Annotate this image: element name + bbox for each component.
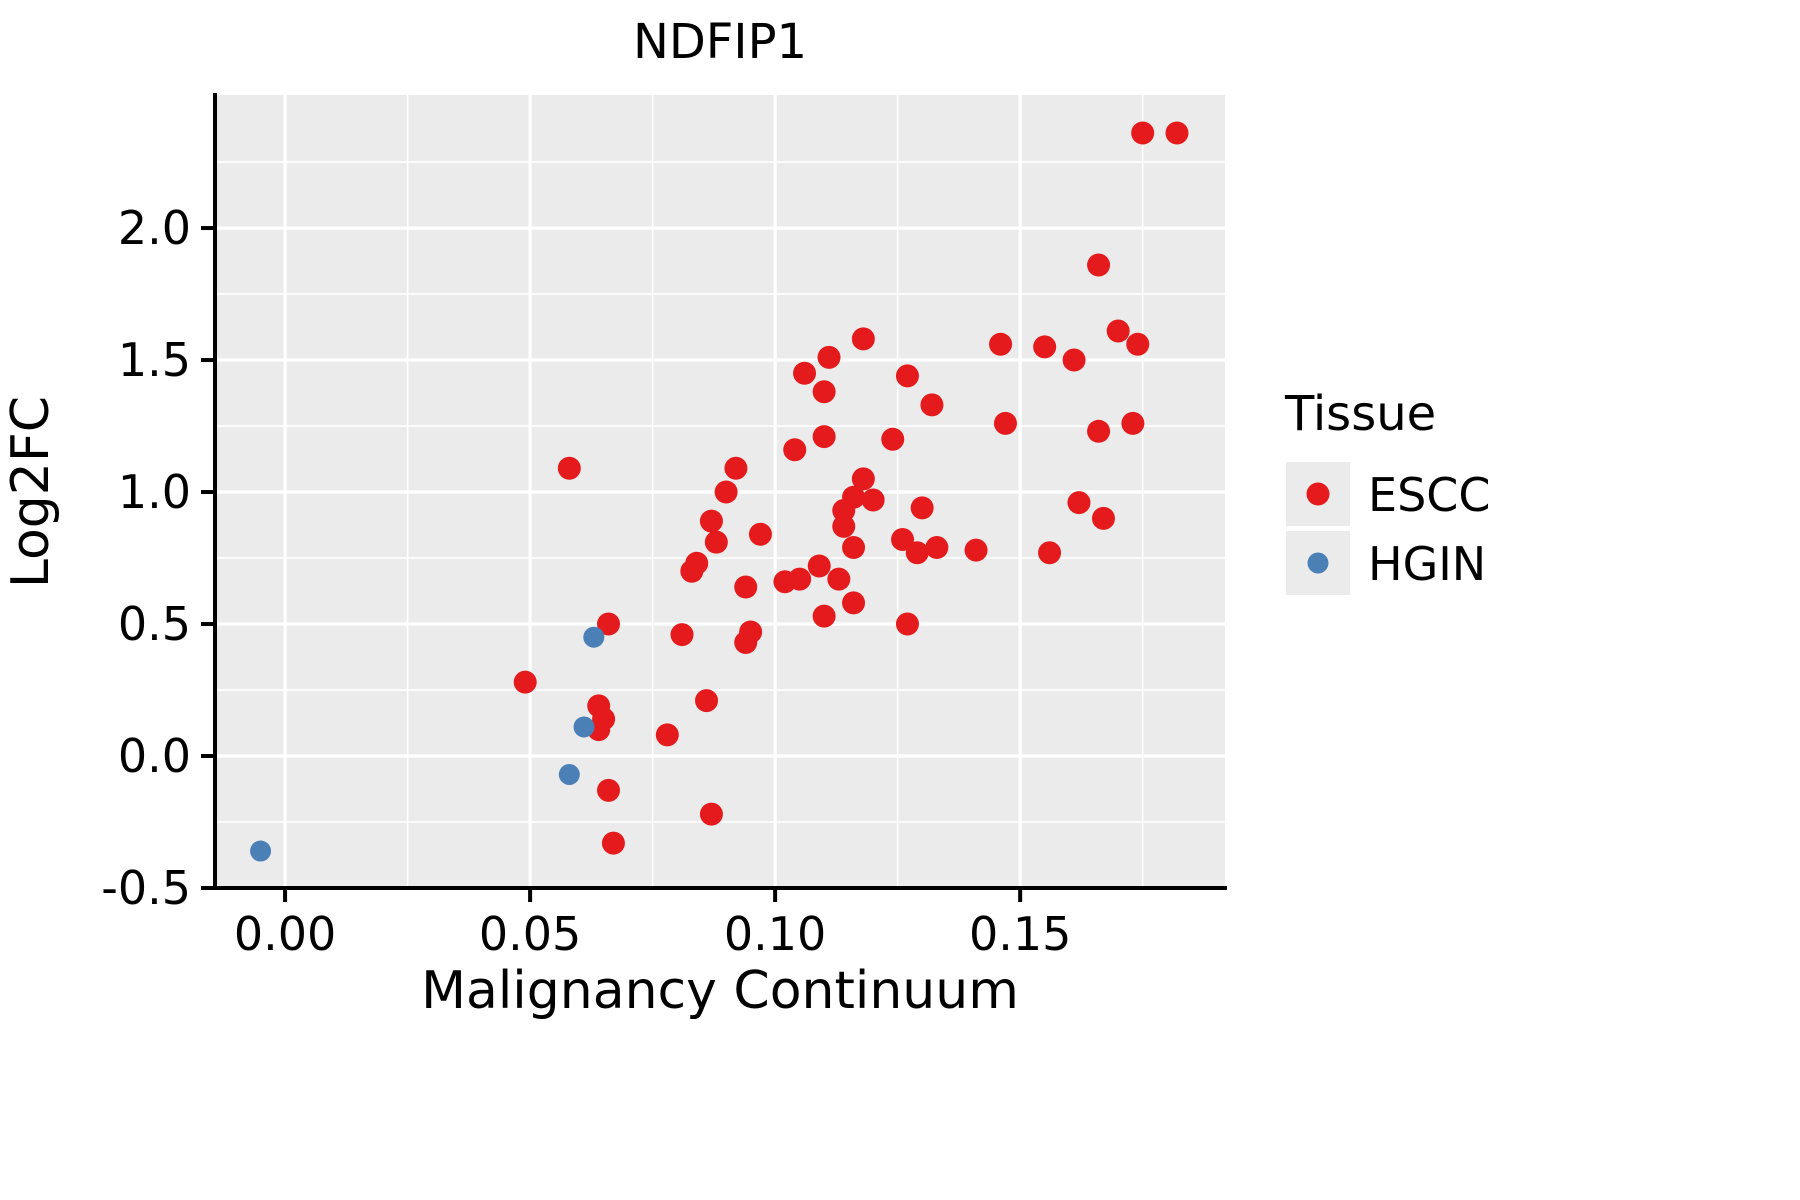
x-axis-label: Malignancy Continuum xyxy=(421,961,1019,1021)
point-HGIN xyxy=(583,626,605,648)
y-tick-label: 1.5 xyxy=(118,333,191,387)
y-tick-label: 2.0 xyxy=(118,201,191,255)
point-ESCC xyxy=(817,345,841,369)
legend-marker-HGIN xyxy=(1307,552,1329,574)
point-HGIN xyxy=(558,763,580,785)
point-ESCC xyxy=(783,438,807,462)
point-ESCC xyxy=(1062,348,1086,372)
legend: ESCC HGIN xyxy=(1286,462,1491,595)
point-ESCC xyxy=(1091,506,1115,530)
legend-title: Tissue xyxy=(1284,386,1436,442)
point-ESCC xyxy=(842,535,866,559)
chart-title: NDFIP1 xyxy=(633,14,807,70)
plot-panel-layer xyxy=(215,95,1225,890)
data-points-layer xyxy=(250,121,1189,862)
x-tick-label: 0.10 xyxy=(724,907,826,961)
point-ESCC xyxy=(827,567,851,591)
point-ESCC xyxy=(1106,319,1130,343)
point-ESCC xyxy=(704,530,728,554)
y-tick-label: 0.5 xyxy=(118,597,191,651)
point-ESCC xyxy=(773,570,797,594)
point-ESCC xyxy=(748,522,772,546)
point-ESCC xyxy=(851,467,875,491)
point-ESCC xyxy=(891,528,915,552)
point-ESCC xyxy=(1033,335,1057,359)
point-ESCC xyxy=(895,364,919,388)
point-ESCC xyxy=(993,411,1017,435)
point-ESCC xyxy=(734,630,758,654)
point-ESCC xyxy=(1165,121,1189,145)
point-ESCC xyxy=(793,361,817,385)
point-ESCC xyxy=(1067,491,1091,515)
point-HGIN xyxy=(573,716,595,738)
point-ESCC xyxy=(895,612,919,636)
point-ESCC xyxy=(1087,253,1111,277)
point-ESCC xyxy=(832,514,856,538)
y-tick-label: 0.0 xyxy=(118,729,191,783)
legend-marker-ESCC xyxy=(1306,482,1330,506)
point-ESCC xyxy=(597,612,621,636)
point-ESCC xyxy=(812,425,836,449)
y-tick-label: -0.5 xyxy=(101,861,191,915)
point-ESCC xyxy=(925,535,949,559)
point-HGIN xyxy=(250,840,272,862)
point-ESCC xyxy=(513,670,537,694)
point-ESCC xyxy=(905,541,929,565)
point-ESCC xyxy=(964,538,988,562)
point-ESCC xyxy=(881,427,905,451)
y-tick-label: 1.0 xyxy=(118,465,191,519)
point-ESCC xyxy=(601,831,625,855)
point-ESCC xyxy=(734,575,758,599)
point-ESCC xyxy=(695,689,719,713)
point-ESCC xyxy=(807,554,831,578)
x-tick-label: 0.15 xyxy=(969,907,1071,961)
point-ESCC xyxy=(832,499,856,523)
point-ESCC xyxy=(989,332,1013,356)
point-ESCC xyxy=(714,480,738,504)
point-ESCC xyxy=(920,393,944,417)
point-ESCC xyxy=(851,327,875,351)
point-ESCC xyxy=(699,509,723,533)
x-tick-label: 0.05 xyxy=(479,907,581,961)
y-axis-label: Log2FC xyxy=(1,396,61,588)
axes-layer: 0.00 0.05 0.10 0.15 -0.5 0.0 0.5 1.0 1.5 2.0 xyxy=(101,93,1227,961)
legend-entry-label: HGIN xyxy=(1368,537,1486,591)
point-ESCC xyxy=(1038,541,1062,565)
point-ESCC xyxy=(699,802,723,826)
point-ESCC xyxy=(812,380,836,404)
point-ESCC xyxy=(812,604,836,628)
point-ESCC xyxy=(655,723,679,747)
legend-entry-label: ESCC xyxy=(1368,468,1491,522)
point-ESCC xyxy=(1131,121,1155,145)
point-ESCC xyxy=(557,456,581,480)
point-ESCC xyxy=(842,591,866,615)
x-tick-label: 0.00 xyxy=(234,907,336,961)
point-ESCC xyxy=(597,778,621,802)
point-ESCC xyxy=(1087,419,1111,443)
point-ESCC xyxy=(910,496,934,520)
point-ESCC xyxy=(861,488,885,512)
point-ESCC xyxy=(724,456,748,480)
point-ESCC xyxy=(1121,411,1145,435)
point-ESCC xyxy=(680,559,704,583)
point-ESCC xyxy=(670,623,694,647)
point-ESCC xyxy=(1126,332,1150,356)
